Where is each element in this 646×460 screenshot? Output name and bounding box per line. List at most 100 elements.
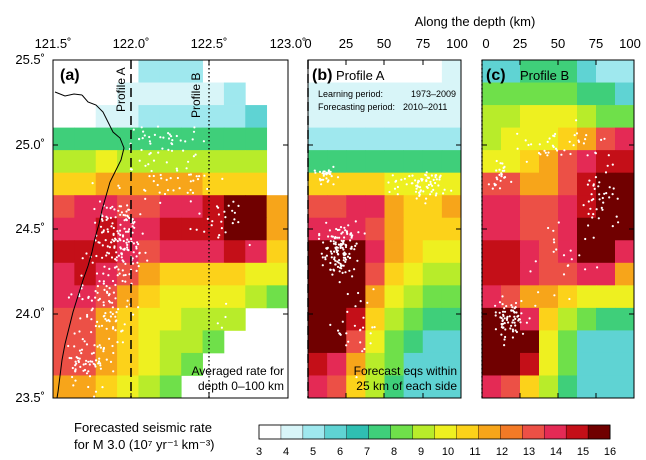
earthquake-dot — [329, 261, 332, 265]
heatmap-cell — [558, 330, 578, 354]
heatmap-cell — [138, 262, 161, 286]
heatmap-cell — [308, 195, 328, 219]
heatmap-cell — [441, 172, 462, 196]
earthquake-dot — [106, 228, 109, 231]
earthquake-dot — [592, 184, 595, 187]
earthquake-dot — [117, 209, 120, 212]
heatmap-cell — [539, 262, 559, 286]
earthquake-dot — [102, 282, 105, 285]
earthquake-dot — [125, 241, 128, 244]
earthquake-dot — [115, 256, 118, 259]
earthquake-dot — [339, 245, 342, 248]
lat-tick-label: 25.5˚ — [15, 52, 45, 67]
panel-c-earthquakes — [487, 119, 620, 347]
heatmap-cell — [95, 285, 118, 309]
heatmap-cell — [365, 375, 385, 399]
earthquake-dot — [98, 325, 101, 328]
earthquake-dot — [119, 247, 122, 250]
earthquake-dot — [106, 217, 109, 220]
heatmap-cell — [138, 352, 161, 376]
earthquake-dot — [121, 234, 125, 237]
heatmap-cell — [308, 375, 328, 399]
panel-c-heatmap — [482, 60, 635, 399]
heatmap-cell — [138, 217, 161, 241]
earthquake-dot — [202, 140, 205, 143]
heatmap-cell — [558, 375, 578, 399]
earthquake-dot — [92, 351, 95, 354]
earthquake-dot — [121, 279, 124, 283]
heatmap-cell — [520, 352, 540, 376]
earthquake-dot — [506, 317, 509, 320]
heatmap-cell — [53, 330, 75, 354]
earthquake-dot — [585, 134, 588, 137]
heatmap-cell — [577, 375, 597, 399]
heatmap-cell — [539, 307, 559, 331]
earthquake-dot — [501, 319, 504, 322]
earthquake-dot — [330, 175, 333, 178]
heatmap-cell — [482, 127, 502, 151]
heatmap-cell — [138, 375, 161, 399]
earthquake-dot — [189, 227, 192, 231]
earthquake-dot — [105, 285, 108, 288]
earthquake-dot — [85, 372, 89, 375]
earthquake-dot — [216, 322, 219, 325]
earthquake-dot — [350, 235, 353, 238]
earthquake-dot — [345, 230, 348, 233]
earthquake-dot — [100, 218, 104, 221]
earthquake-dot — [198, 212, 201, 215]
heatmap-cell — [596, 195, 616, 219]
earthquake-dot — [119, 213, 122, 216]
earthquake-dot — [503, 176, 506, 179]
heatmap-cell — [520, 172, 540, 196]
earthquake-dot — [359, 341, 362, 344]
earthquake-dot — [429, 180, 432, 183]
earthquake-dot — [107, 274, 110, 277]
heatmap-cell — [138, 307, 161, 331]
earthquake-dot — [223, 210, 226, 213]
heatmap-cell — [615, 285, 635, 309]
earthquake-dot — [591, 216, 594, 219]
earthquake-dot — [504, 328, 507, 331]
earthquake-dot — [584, 237, 587, 241]
heatmap-cell — [327, 330, 347, 354]
earthquake-dot — [107, 318, 110, 322]
heatmap-cell — [577, 82, 597, 106]
colorbar-tick-label: 5 — [310, 446, 316, 458]
earthquake-dot — [140, 126, 143, 129]
earthquake-dot — [176, 169, 179, 172]
earthquake-dot — [487, 183, 490, 186]
earthquake-dot — [75, 356, 78, 359]
heatmap-cell — [482, 240, 502, 264]
heatmap-cell — [95, 240, 118, 264]
earthquake-dot — [615, 215, 618, 218]
earthquake-dot — [131, 262, 135, 265]
earthquake-dot — [341, 271, 344, 274]
earthquake-dot — [165, 161, 168, 164]
earthquake-dot — [220, 220, 223, 223]
depth-tick-label: 100 — [446, 36, 468, 51]
heatmap-cell — [365, 127, 385, 151]
earthquake-dot — [329, 268, 332, 271]
heatmap-cell — [346, 262, 366, 286]
earthquake-dot — [348, 252, 351, 255]
earthquake-dot — [318, 177, 321, 181]
heatmap-cell — [346, 330, 366, 354]
earthquake-dot — [418, 186, 422, 189]
earthquake-dot — [90, 331, 93, 334]
earthquake-dot — [525, 321, 529, 324]
earthquake-dot — [350, 247, 353, 250]
earthquake-dot — [516, 147, 519, 150]
heatmap-cell — [384, 262, 405, 286]
heatmap-cell — [403, 375, 424, 399]
earthquake-dot — [80, 348, 84, 351]
heatmap-cell — [202, 262, 225, 286]
earthquake-dot — [167, 148, 170, 151]
earthquake-dot — [117, 308, 120, 311]
earthquake-dot — [113, 266, 117, 269]
depth-tick-label: 25 — [339, 36, 353, 51]
earthquake-dot — [93, 207, 96, 211]
heatmap-cell — [365, 217, 385, 241]
earthquake-dot — [566, 264, 569, 267]
earthquake-dot — [498, 187, 502, 190]
earthquake-dot — [149, 151, 152, 155]
